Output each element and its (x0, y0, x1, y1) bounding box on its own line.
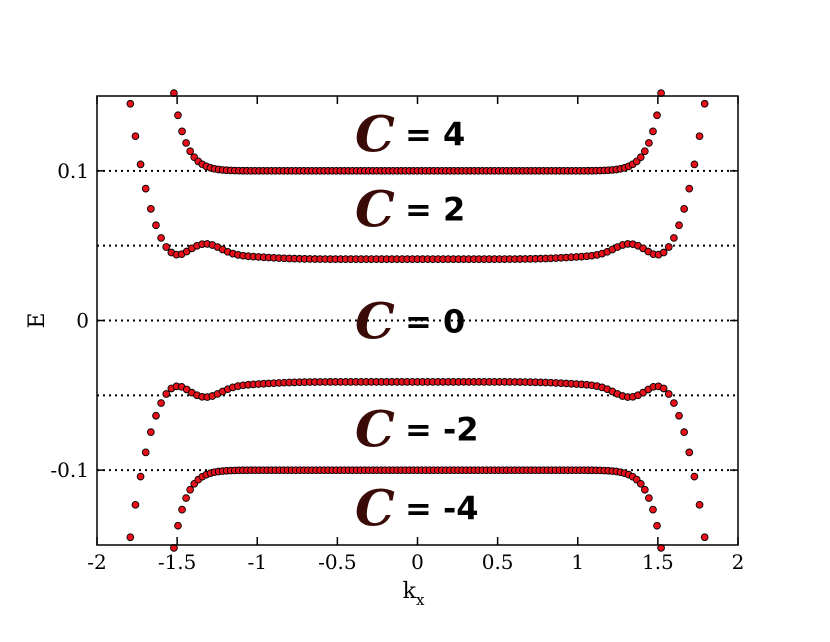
x-tick-label-6: 1 (571, 550, 584, 574)
x-tick-label-8: 2 (732, 550, 745, 574)
chern-symbol: C (355, 179, 395, 238)
data-point (664, 390, 673, 398)
data-point (670, 234, 678, 242)
data-point (640, 147, 649, 156)
chern-label-4: C = -4 (355, 479, 479, 538)
x-tick-label-0: -2 (87, 550, 106, 574)
chern-annotations: C = 4 C = 2 C = 0 C = -2 C = -4 (355, 104, 479, 537)
chern-value: = -2 (405, 410, 479, 448)
x-tick-label-2: -1 (248, 550, 267, 574)
x-tick-label-1: -1.5 (158, 550, 197, 574)
chern-value: = 4 (405, 115, 465, 153)
data-point (645, 494, 653, 502)
data-point (126, 99, 135, 108)
data-markers (126, 89, 709, 552)
y-axis-label: E (25, 312, 50, 328)
data-point (653, 521, 661, 530)
y-tick-label-2: 0.1 (57, 159, 89, 183)
data-point (680, 205, 689, 213)
data-point (141, 184, 150, 193)
data-point (695, 132, 704, 141)
chern-value: = 0 (405, 303, 465, 341)
x-tick-label-7: 1.5 (642, 550, 674, 574)
data-point (157, 399, 165, 407)
x-tick-label-3: -0.5 (318, 550, 357, 574)
chern-symbol: C (355, 399, 395, 458)
chern-symbol: C (355, 292, 395, 351)
x-axis-ticks: -2 -1.5 -1 -0.5 0 0.5 1 1.5 2 (87, 96, 744, 574)
data-point (675, 221, 683, 230)
chern-value: = -4 (405, 490, 479, 528)
data-point (186, 485, 195, 494)
data-point (126, 533, 135, 542)
x-axis-label-subscript: x (416, 591, 425, 609)
y-tick-label-1: 0 (76, 309, 89, 333)
data-point (186, 147, 195, 156)
data-point (157, 234, 165, 242)
data-point (659, 248, 668, 257)
data-point (690, 472, 699, 481)
x-axis-label: kx (403, 579, 425, 609)
data-point (174, 111, 182, 120)
data-point (649, 505, 657, 514)
y-tick-label-0: -0.1 (50, 458, 89, 482)
chern-label-3: C = -2 (355, 399, 479, 458)
data-point (636, 479, 645, 488)
data-point (146, 428, 155, 436)
chern-label-1: C = 2 (355, 179, 465, 238)
data-point (136, 472, 145, 481)
x-tick-label-5: 0.5 (482, 550, 514, 574)
data-point (152, 221, 160, 230)
data-point (182, 139, 190, 147)
data-point (685, 448, 694, 457)
data-point (680, 428, 689, 436)
data-point (700, 99, 709, 108)
data-point (649, 127, 657, 136)
data-point (178, 505, 186, 514)
data-point (690, 160, 699, 169)
data-point (136, 160, 145, 169)
data-point (645, 139, 653, 147)
data-point (131, 132, 140, 141)
data-point (152, 411, 160, 420)
data-point (659, 384, 668, 393)
data-point (162, 390, 171, 398)
data-point (174, 521, 182, 530)
data-point (700, 533, 709, 542)
data-point (162, 243, 171, 251)
data-point (636, 153, 645, 162)
data-point (146, 205, 155, 213)
chern-value: = 2 (405, 190, 465, 228)
data-point (640, 485, 649, 494)
x-tick-label-4: 0 (411, 550, 424, 574)
data-point (653, 111, 661, 120)
chern-label-2: C = 0 (355, 292, 465, 351)
data-point (664, 243, 673, 251)
x-axis-label-main: k (403, 579, 417, 604)
y-axis-ticks: -0.1 0 0.1 (50, 159, 738, 482)
chern-symbol: C (355, 104, 395, 163)
data-point (695, 500, 704, 509)
data-point (675, 411, 683, 420)
data-point (178, 127, 186, 136)
data-point (182, 494, 190, 502)
chern-symbol: C (355, 479, 395, 538)
data-point (685, 184, 694, 193)
data-point (670, 399, 678, 407)
data-point (131, 500, 140, 509)
chern-label-0: C = 4 (355, 104, 465, 163)
data-point (141, 448, 150, 457)
